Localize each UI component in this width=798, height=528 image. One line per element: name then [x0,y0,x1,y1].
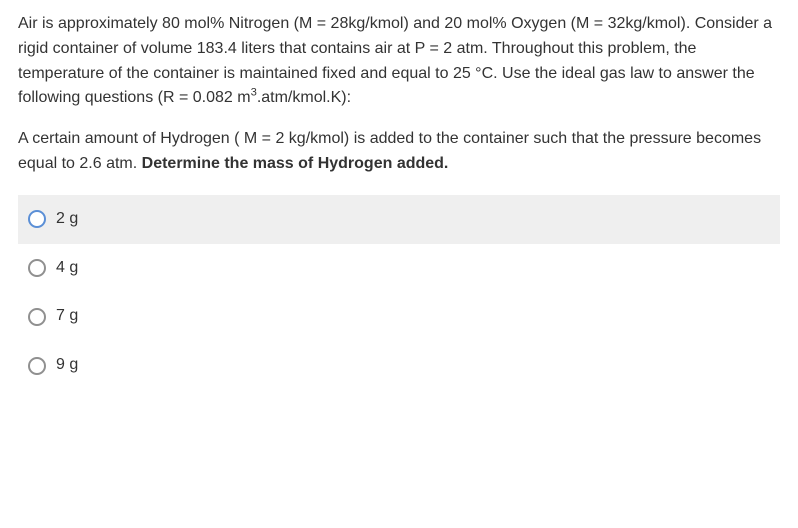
radio-icon [28,357,46,375]
radio-icon [28,210,46,228]
option-label: 9 g [56,353,78,378]
options-group: 2 g 4 g 7 g 9 g [18,195,780,390]
radio-icon [28,308,46,326]
option-label: 4 g [56,256,78,281]
option-7g[interactable]: 7 g [18,292,780,341]
option-2g[interactable]: 2 g [18,195,780,244]
question-bold: Determine the mass of Hydrogen added. [142,155,449,172]
question-text: A certain amount of Hydrogen ( M = 2 kg/… [18,127,780,177]
option-4g[interactable]: 4 g [18,244,780,293]
radio-icon [28,259,46,277]
option-9g[interactable]: 9 g [18,341,780,390]
problem-statement: Air is approximately 80 mol% Nitrogen (M… [18,12,780,111]
option-label: 7 g [56,304,78,329]
option-label: 2 g [56,207,78,232]
